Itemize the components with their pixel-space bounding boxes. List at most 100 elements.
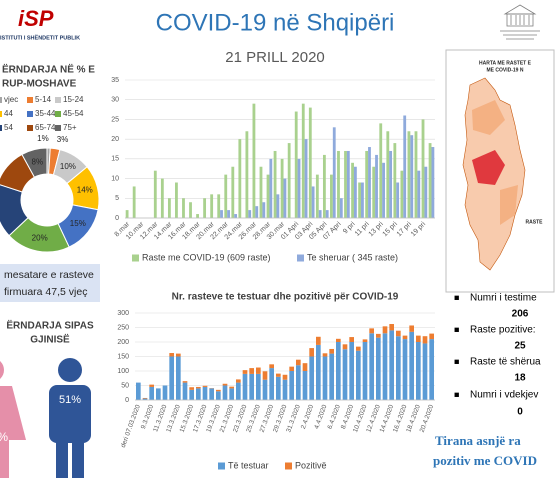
legend-swatch: [0, 111, 2, 117]
bar: [382, 162, 385, 218]
bar: [196, 388, 201, 400]
bar: [369, 328, 374, 334]
bar: [175, 182, 178, 218]
legend-swatch: [27, 111, 33, 117]
bullet: ■: [454, 389, 459, 399]
bar: [302, 363, 308, 371]
bar: [365, 150, 369, 218]
legend-label: 35-44: [35, 109, 56, 118]
bar: [309, 348, 314, 357]
bar: [316, 336, 321, 345]
bar: [318, 210, 322, 218]
bar: [342, 344, 348, 350]
bar: [302, 371, 308, 400]
bar: [210, 194, 214, 218]
map-title: ME COVID-19 N: [487, 67, 524, 73]
bar: [329, 353, 334, 400]
bar: [375, 154, 378, 218]
bar: [222, 383, 228, 386]
bar: [182, 381, 188, 383]
legend-swatch: [27, 125, 33, 131]
female-share: 49%: [0, 430, 8, 444]
bar: [403, 115, 407, 218]
bar: [249, 368, 254, 374]
bar: [316, 344, 321, 400]
bar: [336, 338, 341, 342]
main-title: COVID-19 në Shqipëri: [156, 9, 395, 36]
stat-value: 206: [512, 309, 529, 320]
bar: [282, 379, 288, 400]
bar: [245, 131, 249, 218]
average-age-text: firmuara 47,5 vjeç: [4, 286, 87, 298]
bar: [382, 326, 388, 334]
bar: [389, 324, 394, 331]
chart-title: RUP-MOSHAVE: [2, 79, 77, 90]
bar: [259, 166, 263, 218]
bar: [229, 386, 234, 389]
bar: [249, 373, 254, 400]
bar: [431, 147, 435, 218]
bar: [242, 370, 248, 374]
bar: [182, 198, 185, 218]
bar: [410, 135, 414, 218]
bar: [402, 339, 408, 400]
gender-title: GJINISË: [30, 333, 70, 346]
y-tick-label: 10: [111, 175, 119, 182]
stat-value: 25: [514, 341, 526, 352]
data-label: 15%: [70, 219, 86, 228]
bar: [429, 339, 434, 400]
bar: [182, 382, 188, 400]
legend-label: 44: [4, 109, 13, 118]
bar: [262, 379, 268, 400]
bar: [203, 198, 207, 218]
bar: [376, 333, 381, 338]
bullet: ■: [454, 356, 459, 366]
bar: [297, 158, 301, 218]
data-label: 8%: [32, 157, 44, 166]
legend-label: Të testuar: [228, 460, 269, 470]
bar: [315, 174, 319, 218]
bar: [417, 170, 421, 218]
y-tick-label: 0: [115, 215, 119, 222]
bar: [330, 174, 333, 218]
donut-segment: [21, 147, 48, 178]
y-tick-label: 100: [117, 368, 129, 375]
y-tick-label: 25: [111, 116, 119, 123]
bar: [169, 356, 174, 400]
bar: [322, 353, 328, 357]
map-title: HARTA ME RASTET E: [479, 60, 532, 66]
bar: [409, 325, 414, 332]
bar: [311, 186, 315, 218]
bullet: ■: [454, 324, 459, 334]
bar: [296, 365, 301, 400]
bar: [256, 367, 261, 374]
bar: [231, 166, 235, 218]
bar: [389, 150, 393, 218]
bar: [409, 331, 414, 400]
bar: [224, 174, 228, 218]
legend-swatch: [132, 254, 139, 262]
legend-swatch: [55, 97, 61, 103]
average-age-text: mesatare e rasteve: [4, 269, 94, 281]
bar: [266, 174, 270, 218]
bar: [332, 127, 336, 218]
bar: [276, 194, 280, 218]
bar: [227, 210, 230, 218]
bar: [308, 107, 312, 218]
bar: [276, 376, 281, 400]
x-tick-label: 13 pri: [368, 220, 386, 238]
bar: [216, 389, 221, 392]
legend-swatch: [0, 125, 2, 131]
bar: [282, 374, 288, 380]
bar: [429, 333, 434, 340]
bar: [362, 342, 368, 400]
bar: [209, 388, 214, 400]
bar: [216, 391, 221, 400]
bar: [376, 337, 381, 400]
bar: [301, 103, 305, 218]
stats: ■ Numri i testime 206 ■ Raste pozitive: …: [454, 292, 541, 417]
bar: [269, 364, 274, 369]
bar: [222, 385, 228, 400]
